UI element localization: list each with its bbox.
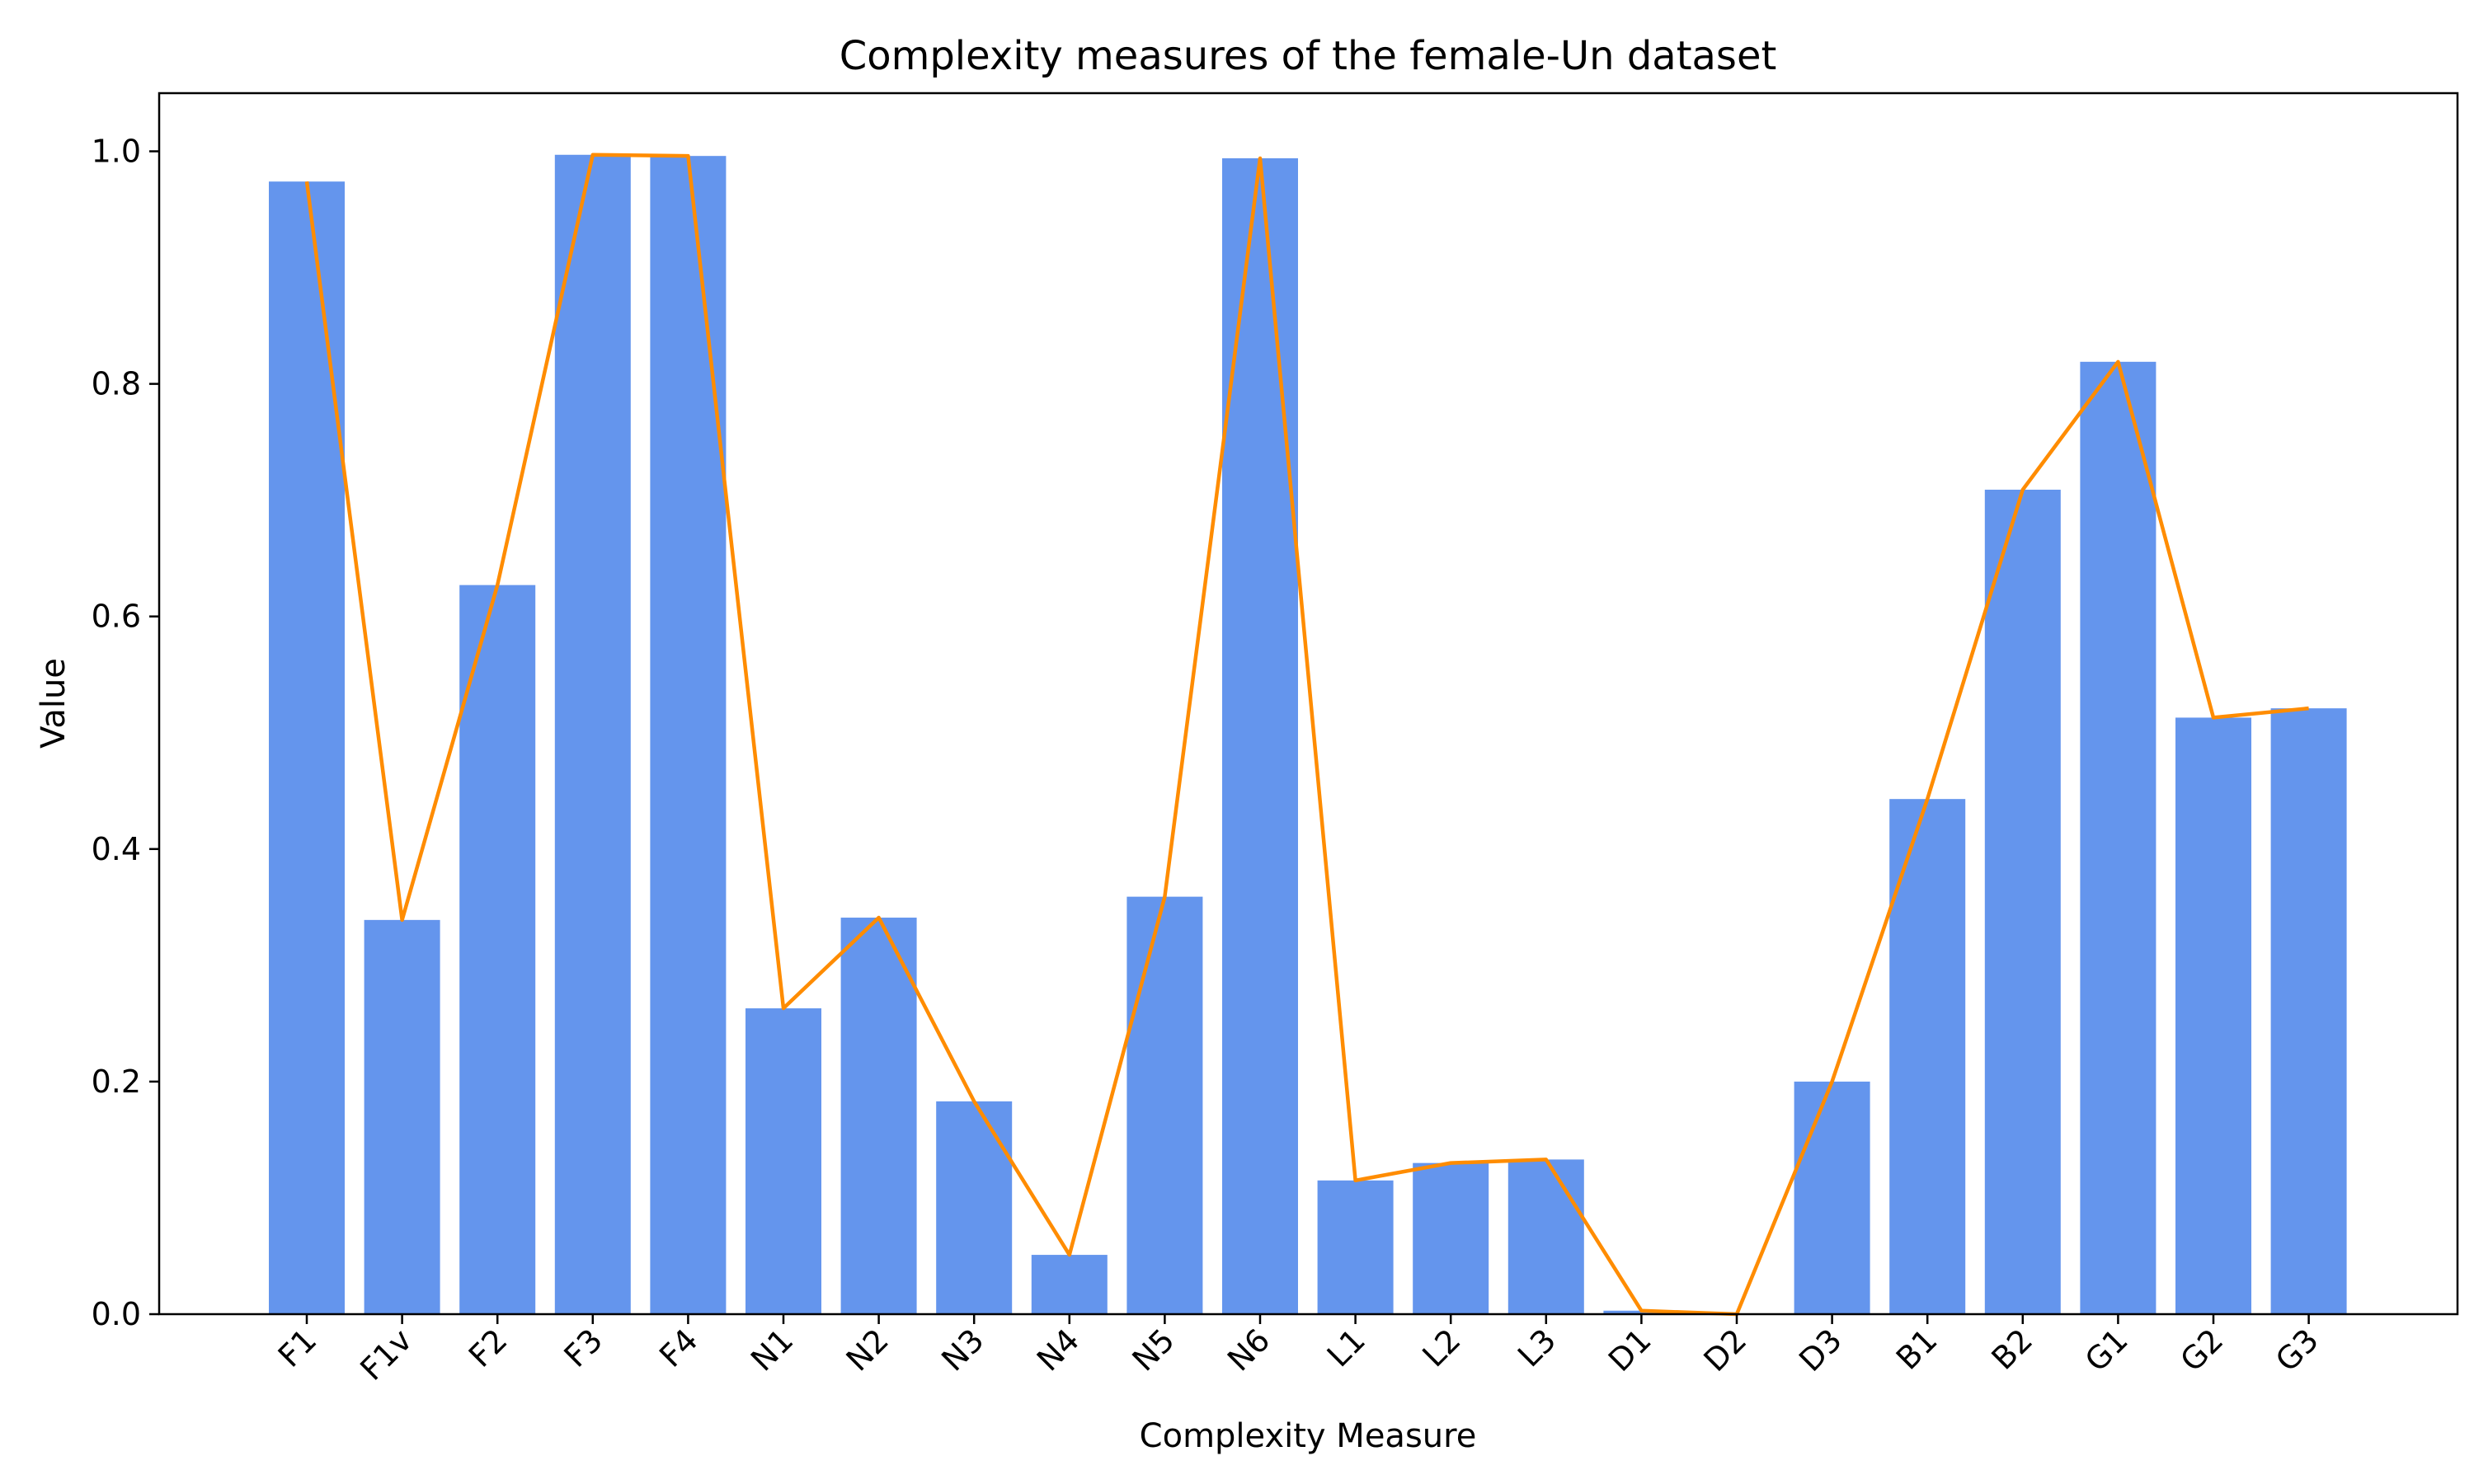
x-tick-label-n6: N6 <box>1221 1322 1277 1378</box>
x-axis-label: Complexity Measure <box>1140 1417 1477 1455</box>
bars-group <box>269 154 2347 1315</box>
bar-g1 <box>2080 361 2157 1314</box>
x-tick-label-d1: D1 <box>1602 1322 1658 1378</box>
y-tick-label: 0.2 <box>92 1064 141 1100</box>
bar-f4 <box>650 156 727 1314</box>
x-tick-label-f3: F3 <box>557 1322 609 1374</box>
line-group <box>304 153 2309 1317</box>
bar-n1 <box>745 1008 821 1314</box>
y-tick-label: 0.0 <box>92 1296 141 1332</box>
x-tick-label-f2: F2 <box>462 1322 515 1374</box>
x-tick-label-l3: L3 <box>1511 1322 1563 1374</box>
bar-d3 <box>1794 1081 1870 1314</box>
bar-b2 <box>1984 489 2061 1314</box>
x-tick-label-f1: F1 <box>271 1322 324 1374</box>
bar-f3 <box>554 154 631 1314</box>
x-tick-label-l1: L1 <box>1320 1322 1372 1374</box>
bar-l3 <box>1507 1159 1584 1314</box>
x-tick-label-g2: G2 <box>2173 1322 2230 1378</box>
x-tick-label-n2: N2 <box>840 1322 896 1378</box>
y-tick-label: 0.8 <box>92 366 141 402</box>
y-tick-label: 1.0 <box>92 134 141 170</box>
chart-title: Complexity measures of the female-Un dat… <box>840 33 1777 79</box>
bar-n5 <box>1126 896 1203 1314</box>
bar-n4 <box>1031 1255 1108 1314</box>
bar-f1 <box>269 181 345 1315</box>
plot-frame <box>158 92 2459 1316</box>
x-tick-label-n4: N4 <box>1030 1322 1086 1378</box>
x-tick-label-d3: D3 <box>1792 1322 1849 1378</box>
x-tick-label-b2: B2 <box>1985 1322 2040 1377</box>
bar-g2 <box>2175 717 2251 1314</box>
bar-f1v <box>364 919 440 1314</box>
y-tick-label: 0.4 <box>92 831 141 867</box>
y-axis: 0.0 0.2 0.4 0.6 0.8 1.0 <box>92 134 159 1332</box>
bar-g3 <box>2270 708 2347 1314</box>
x-tick-label-f4: F4 <box>652 1322 705 1374</box>
bar-f2 <box>459 585 536 1314</box>
x-tick-label-g3: G3 <box>2269 1322 2326 1378</box>
x-tick-label-b1: B1 <box>1889 1322 1945 1377</box>
x-tick-label-n1: N1 <box>744 1322 800 1378</box>
bar-l2 <box>1413 1162 1489 1314</box>
x-tick-label-n3: N3 <box>934 1322 990 1378</box>
x-tick-label-f1v: F1v <box>353 1322 419 1388</box>
bar-n3 <box>936 1101 1013 1314</box>
bar-l1 <box>1317 1180 1394 1314</box>
x-tick-label-d2: D2 <box>1696 1322 1753 1378</box>
bar-b1 <box>1889 799 1966 1314</box>
x-tick-label-g1: G1 <box>2078 1322 2135 1378</box>
bar-n6 <box>1222 157 1298 1314</box>
bar-n2 <box>840 918 917 1314</box>
x-tick-label-l2: L2 <box>1415 1322 1467 1374</box>
y-tick-label: 0.6 <box>92 599 141 635</box>
x-axis: F1 F1v F2 F3 F4 N1 N2 N3 N4 N5 N6 L1 L2 L3 D1 D2 D3 B1 B2 G… <box>271 1314 2326 1388</box>
y-axis-label: Value <box>35 658 73 749</box>
value-line <box>304 153 2309 1317</box>
x-tick-label-n5: N5 <box>1125 1322 1181 1378</box>
